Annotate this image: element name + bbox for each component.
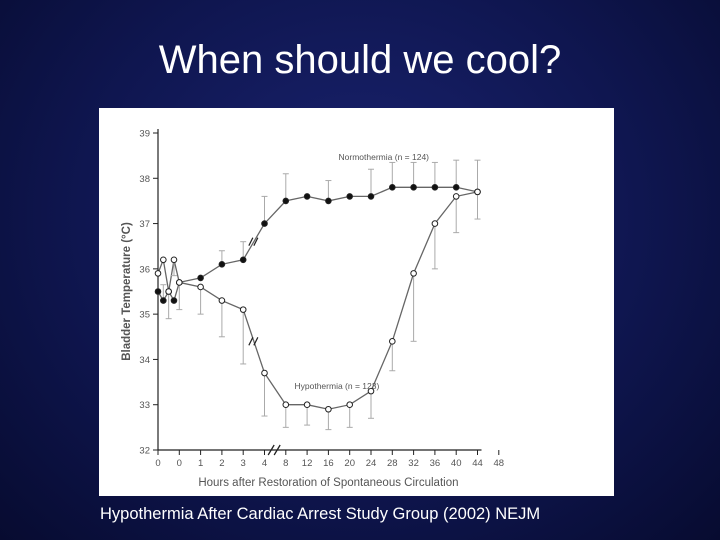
x-tick-label: 2: [219, 458, 224, 469]
series-hypothermia: [154, 188, 481, 431]
data-point: [410, 184, 417, 191]
data-point: [261, 220, 268, 227]
data-point: [346, 401, 353, 409]
data-point: [239, 306, 247, 313]
series-break: [248, 337, 259, 346]
data-point: [197, 283, 204, 291]
data-point: [303, 401, 311, 409]
x-tick-label: 3: [241, 458, 246, 469]
chart-series: [154, 159, 481, 431]
data-point: [389, 184, 396, 191]
data-point: [410, 270, 417, 277]
x-tick-label: 8: [283, 458, 288, 469]
series-normothermia: [154, 159, 481, 304]
x-tick-label: 1: [198, 458, 203, 469]
series-break: [248, 237, 259, 246]
series-line: [157, 186, 478, 303]
data-point: [431, 220, 439, 227]
data-point: [282, 197, 290, 205]
x-tick-label: 48: [494, 458, 505, 469]
figure-panel: 32 33 34 35 36 37 38 39 0 0 1 2 3 4 8 12 16 20 24 28 32 36 40 4…: [99, 108, 614, 496]
data-point: [325, 197, 332, 205]
data-point: [261, 369, 268, 377]
y-tick-label: 39: [139, 129, 150, 140]
y-tick-label: 37: [139, 219, 150, 230]
series-label: Normothermia (n = 124): [339, 152, 430, 162]
data-point: [218, 297, 226, 304]
x-tick-label: 20: [344, 458, 355, 469]
data-point: [452, 184, 460, 191]
data-point: [282, 401, 290, 409]
data-point: [452, 193, 460, 200]
x-axis-break: [267, 444, 281, 456]
x-tick-label: 4: [262, 458, 267, 469]
data-point: [367, 387, 375, 395]
y-tick-label: 34: [139, 355, 150, 366]
x-tick-label: 0: [177, 458, 182, 469]
chart-labels: Hours after Restoration of Spontaneous C…: [121, 152, 458, 489]
x-tick-label: 16: [323, 458, 334, 469]
x-tick-label: 36: [430, 458, 441, 469]
x-axis-title: Hours after Restoration of Spontaneous C…: [198, 477, 458, 489]
data-point: [431, 184, 439, 191]
data-point: [325, 405, 332, 413]
source-caption: Hypothermia After Cardiac Arrest Study G…: [100, 505, 541, 523]
data-point: [154, 288, 162, 295]
x-tick-label: 0: [155, 458, 160, 469]
data-point: [197, 274, 204, 282]
x-tick-label: 32: [408, 458, 419, 469]
x-tick-label: 40: [451, 458, 462, 469]
y-tick-label: 38: [139, 174, 150, 185]
data-point: [367, 193, 375, 200]
y-tick-label: 33: [139, 400, 150, 411]
x-tick-label: 44: [472, 458, 483, 469]
y-axis-title: Bladder Temperature (°C): [121, 222, 133, 361]
data-point: [303, 193, 311, 200]
x-tick-label: 12: [302, 458, 313, 469]
x-tick-label: 24: [366, 458, 377, 469]
slide-title: When should we cool?: [158, 38, 562, 82]
data-point: [474, 188, 481, 196]
series-line: [157, 191, 478, 410]
data-point: [170, 256, 178, 264]
data-point: [176, 279, 183, 286]
y-tick-label: 32: [139, 446, 150, 457]
y-tick-label: 36: [139, 264, 150, 275]
data-point: [239, 256, 247, 264]
data-point: [160, 297, 167, 304]
data-point: [160, 256, 167, 264]
data-point: [346, 193, 353, 200]
data-point: [170, 297, 178, 304]
data-point: [389, 338, 396, 345]
x-tick-label: 28: [387, 458, 398, 469]
data-point: [218, 261, 226, 268]
data-point: [154, 270, 162, 277]
series-label: Hypothermia (n = 123): [295, 381, 380, 391]
data-point: [165, 288, 172, 295]
y-tick-label: 35: [139, 310, 150, 321]
